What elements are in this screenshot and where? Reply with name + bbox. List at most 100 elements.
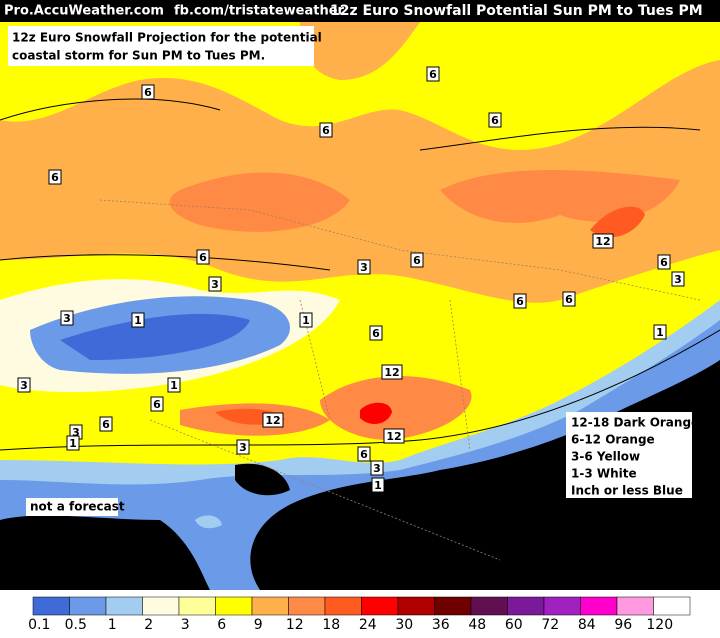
contour-label-box	[319, 122, 333, 138]
colorbar-label: 72	[541, 617, 559, 633]
no-snow-area	[235, 463, 290, 496]
contour-label-box	[357, 259, 371, 275]
contour-label: 6	[565, 293, 573, 306]
contour-label: 3	[211, 278, 219, 291]
colorbar-swatch	[397, 596, 435, 616]
dark-orange-area	[320, 376, 472, 440]
contour-label-box	[371, 477, 385, 493]
note-line: coastal storm for Sun PM to Tues PM.	[12, 49, 265, 63]
key-box	[566, 412, 692, 498]
contour-label: 12	[384, 366, 399, 379]
contour-label-box	[60, 310, 74, 326]
colorbar-label: 0.5	[65, 617, 87, 633]
contour-label: 6	[102, 418, 110, 431]
contour-label: 3	[63, 312, 71, 325]
contour-label: 6	[491, 114, 499, 127]
colorbar-label: 84	[578, 617, 596, 633]
contour-label-box	[17, 377, 31, 393]
contour-label-box	[657, 254, 671, 270]
contour-label-box	[167, 377, 181, 393]
colorbar-label: 30	[395, 617, 413, 633]
red-area	[360, 402, 392, 424]
key-entry: Inch or less Blue	[571, 484, 683, 498]
colorbar-swatch	[288, 596, 326, 616]
header-bar	[0, 0, 720, 22]
no-snow-area	[0, 360, 720, 590]
colorbar-swatch	[434, 596, 472, 616]
colorbar-label: 48	[468, 617, 486, 633]
dark-orange-area	[169, 172, 350, 232]
contour-label: 6	[322, 124, 330, 137]
map-title: 12z Euro Snowfall Potential Sun PM to Tu…	[330, 3, 703, 19]
colorbar-swatch	[543, 596, 581, 616]
colorbar-swatch	[69, 596, 107, 616]
contour-label: 6	[413, 254, 421, 267]
contour-label: 3	[20, 379, 28, 392]
contour-label-box	[383, 428, 405, 444]
colorbar-label: 6	[217, 617, 226, 633]
colorbar-label: 18	[322, 617, 340, 633]
colorbar-swatch	[251, 596, 289, 616]
social-label: fb.com/tristateweather	[174, 4, 345, 19]
contour-label-box	[99, 416, 113, 432]
contour-label: 3	[72, 426, 80, 439]
contour-label-box	[299, 312, 313, 328]
contour-label: 6	[660, 256, 668, 269]
contour-label: 6	[429, 68, 437, 81]
contour-label-box	[653, 324, 667, 340]
colorbar-label: 3	[181, 617, 190, 633]
contour-label-box	[48, 169, 62, 185]
colorbar-label: 24	[359, 617, 377, 633]
colorbar-swatch	[105, 596, 143, 616]
contour-label-box	[426, 66, 440, 82]
contour-label: 12	[595, 235, 610, 248]
contour-label-box	[370, 460, 384, 476]
light-blue-area	[195, 515, 222, 529]
contour-label: 12	[386, 430, 401, 443]
contour-label-box	[671, 271, 685, 287]
contour-label: 6	[144, 86, 152, 99]
colorbar-swatch	[142, 596, 180, 616]
contour-label: 12	[265, 414, 280, 427]
colorbar-swatch	[470, 596, 508, 616]
contour-label-box	[562, 291, 576, 307]
contour-label-box	[381, 364, 403, 380]
contour-label-box	[236, 439, 250, 455]
contour-label-box	[488, 112, 502, 128]
boundary-line	[99, 199, 701, 561]
contour-label: 6	[360, 448, 368, 461]
colorbar-swatch	[580, 596, 618, 616]
colorbar-swatch	[178, 596, 216, 616]
colorbar-label: 36	[432, 617, 450, 633]
colorbar-swatch	[32, 596, 70, 616]
colorbar-swatch	[507, 596, 545, 616]
contour-label-box	[196, 249, 210, 265]
colorbar-label: 96	[614, 617, 632, 633]
note-line: 12z Euro Snowfall Projection for the pot…	[12, 31, 322, 45]
contour-label: 3	[674, 273, 682, 286]
contour-label-box	[262, 412, 284, 428]
red-orange-area	[590, 206, 645, 238]
contour-label-box	[592, 233, 614, 249]
contour-label: 1	[374, 479, 382, 492]
contour-label: 6	[372, 327, 380, 340]
contour-label: 3	[360, 261, 368, 274]
contour-label: 1	[134, 314, 142, 327]
contour-label: 6	[51, 171, 59, 184]
site-label: Pro.AccuWeather.com	[4, 4, 164, 19]
contour-label: 3	[373, 462, 381, 475]
contour-label: 6	[199, 251, 207, 264]
colorbar-swatch	[653, 596, 691, 616]
contour-label-box	[150, 396, 164, 412]
contour-label-box	[141, 84, 155, 100]
blue-area	[60, 313, 250, 360]
colorbar-label: 2	[144, 617, 153, 633]
disclaimer: not a forecast	[30, 500, 125, 514]
contour-label-box	[131, 312, 145, 328]
contour-label-box	[410, 252, 424, 268]
colorbar-label: 0.1	[28, 617, 50, 633]
contour-label-box	[66, 435, 80, 451]
contour-label: 3	[239, 441, 247, 454]
contour-label: 1	[170, 379, 178, 392]
